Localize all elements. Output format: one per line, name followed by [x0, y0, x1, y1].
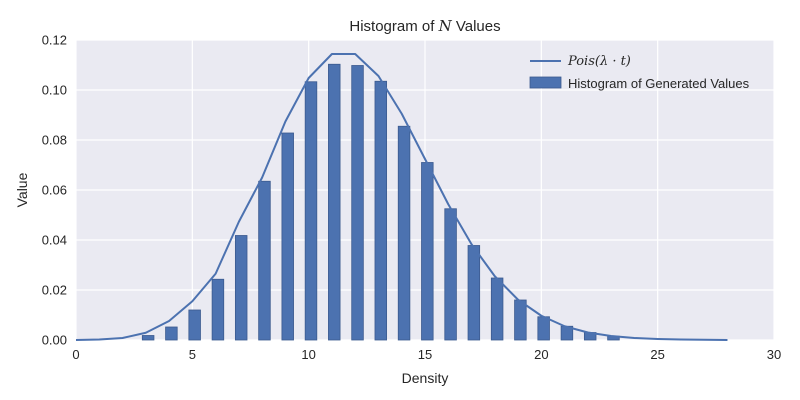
x-tick-label: 15: [418, 347, 432, 362]
legend-bar-label: Histogram of Generated Values: [568, 76, 750, 91]
histogram-bars: [141, 63, 620, 341]
histogram-bar: [444, 208, 457, 341]
x-tick-label: 10: [301, 347, 315, 362]
y-tick-label: 0.06: [42, 183, 67, 198]
x-axis-label: Density: [402, 370, 449, 386]
y-tick-label: 0.00: [42, 333, 67, 348]
histogram-bar: [537, 316, 550, 341]
y-tick-label: 0.08: [42, 133, 67, 148]
poisson-line: [75, 53, 728, 341]
y-tick-labels: 0.00 0.02 0.04 0.06 0.08 0.10 0.12: [42, 33, 67, 348]
y-tick-label: 0.10: [42, 83, 67, 98]
histogram-bar: [141, 335, 155, 341]
x-tick-label: 20: [534, 347, 548, 362]
y-tick-label: 0.12: [42, 33, 67, 48]
x-tick-label: 5: [189, 347, 196, 362]
y-tick-label: 0.02: [42, 283, 67, 298]
chart-title-suffix: Values: [452, 18, 501, 35]
histogram-bar: [328, 63, 341, 341]
histogram-bar: [351, 65, 364, 341]
histogram-bar: [211, 278, 225, 341]
y-tick-label: 0.04: [42, 233, 67, 248]
poisson-line-group: [75, 53, 728, 341]
x-tick-label: 30: [767, 347, 781, 362]
legend: Pois(λ · t) Histogram of Generated Value…: [529, 54, 750, 91]
histogram-bar: [421, 162, 434, 341]
histogram-bar: [467, 245, 481, 341]
histogram-bar: [514, 299, 527, 341]
chart-title-math: N: [438, 17, 453, 35]
histogram-bar: [490, 277, 504, 341]
histogram-bar: [304, 81, 318, 341]
chart-title: Histogram of N Values: [349, 17, 500, 35]
histogram-bar: [374, 80, 388, 341]
histogram-bar: [188, 309, 201, 341]
x-tick-labels: 0 5 10 15 20 25 30: [72, 347, 781, 362]
histogram-bar: [258, 180, 271, 341]
chart-title-prefix: Histogram of: [349, 18, 438, 35]
x-tick-label: 0: [72, 347, 79, 362]
legend-bar-swatch: [529, 76, 562, 89]
histogram-bar: [281, 132, 294, 341]
x-tick-label: 25: [650, 347, 664, 362]
histogram-bar: [397, 125, 411, 341]
legend-line-label: Pois(λ · t): [567, 54, 631, 69]
y-axis-label: Value: [14, 172, 30, 207]
histogram-bar: [165, 326, 178, 341]
histogram-bar: [234, 235, 248, 341]
